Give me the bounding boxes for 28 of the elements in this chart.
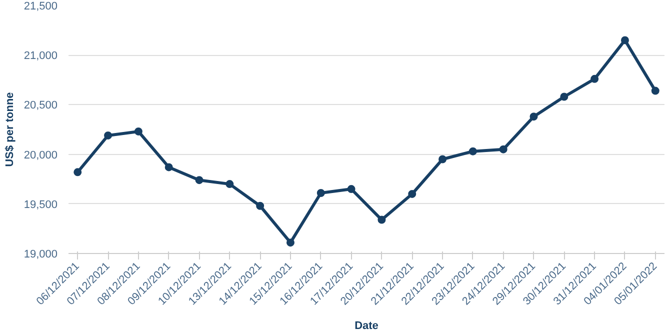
y-tick-label: 20,500: [24, 100, 58, 112]
point: [438, 155, 447, 164]
point: [164, 163, 173, 172]
point: [226, 180, 234, 188]
y-axis-title: US$ per tonne: [4, 92, 16, 167]
point: [74, 168, 82, 176]
point: [347, 185, 356, 194]
point: [256, 202, 264, 210]
x-axis-title: Date: [354, 320, 378, 332]
point: [499, 145, 508, 154]
y-tick-label: 19,000: [24, 248, 58, 260]
point: [134, 127, 142, 136]
point: [468, 147, 477, 156]
point: [408, 190, 416, 198]
point: [195, 176, 204, 184]
y-tick-label: 21,500: [24, 0, 58, 12]
y-tick-label: 20,000: [24, 149, 58, 162]
point: [378, 216, 386, 224]
point: [590, 74, 599, 83]
point: [104, 131, 112, 140]
point: [651, 86, 660, 95]
point: [620, 36, 629, 44]
point: [530, 112, 538, 121]
point: [316, 188, 325, 197]
y-tick-label: 19,500: [24, 198, 58, 211]
point: [286, 238, 294, 247]
y-tick-label: 21,000: [24, 50, 58, 62]
point: [560, 92, 568, 101]
